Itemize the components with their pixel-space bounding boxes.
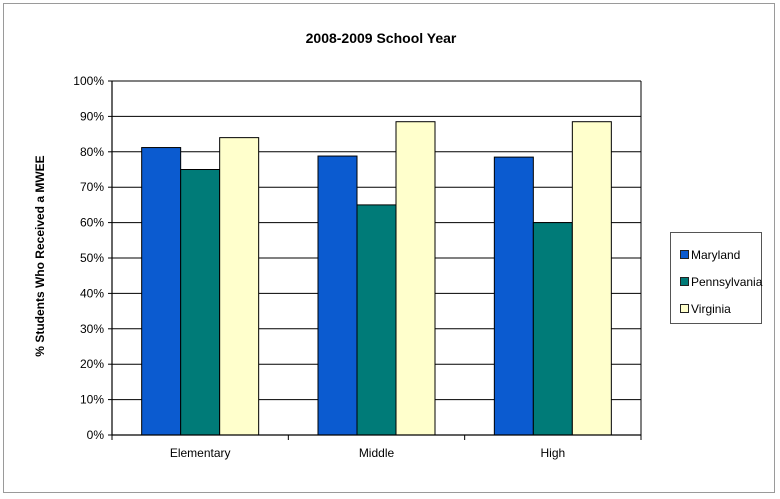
bar-pennsylvania-high xyxy=(532,222,573,436)
bars xyxy=(141,121,612,436)
bar-virginia-high xyxy=(571,121,612,436)
legend-label-maryland: Maryland xyxy=(691,247,741,262)
y-tick-label: 60% xyxy=(80,216,104,230)
legend-swatch-pennsylvania xyxy=(680,277,689,286)
y-tick-label: 30% xyxy=(80,322,104,336)
bar-maryland-high xyxy=(493,156,534,436)
bar-virginia-elementary xyxy=(219,137,260,436)
legend-swatch-maryland xyxy=(680,250,689,259)
legend-item-maryland: Maryland xyxy=(680,241,761,268)
x-tick-label: Elementary xyxy=(170,446,231,460)
legend-item-virginia: Virginia xyxy=(680,295,761,322)
legend: Maryland Pennsylvania Virginia xyxy=(670,232,762,324)
y-tick-label: 20% xyxy=(80,357,104,371)
x-axis-ticks: Elementary Middle High xyxy=(111,435,642,460)
y-axis-ticks: 0% 10% 20% 30% 40% 50% 60% 70% 80% 90% 100% xyxy=(73,74,112,442)
y-tick-label: 90% xyxy=(80,109,104,123)
bar-pennsylvania-middle xyxy=(356,204,397,436)
legend-label-virginia: Virginia xyxy=(691,301,731,316)
x-tick-label: High xyxy=(540,446,565,460)
y-tick-label: 0% xyxy=(87,428,105,442)
chart-title: 2008-2009 School Year xyxy=(306,30,457,46)
chart-frame: 2008-2009 School Year % Students Who Rec… xyxy=(3,3,775,493)
y-axis-label: % Students Who Received a MWEE xyxy=(33,155,47,356)
axes xyxy=(111,80,642,436)
bar-pennsylvania-elementary xyxy=(180,169,221,436)
bar-virginia-middle xyxy=(395,121,436,436)
y-tick-label: 70% xyxy=(80,180,104,194)
legend-swatch-virginia xyxy=(680,304,689,313)
y-tick-label: 100% xyxy=(73,74,104,88)
bar-maryland-middle xyxy=(317,155,358,436)
y-tick-label: 80% xyxy=(80,145,104,159)
legend-item-pennsylvania: Pennsylvania xyxy=(680,268,763,295)
bar-maryland-elementary xyxy=(141,147,182,436)
bar-chart: 2008-2009 School Year % Students Who Rec… xyxy=(33,30,642,460)
y-tick-label: 10% xyxy=(80,393,104,407)
y-tick-label: 40% xyxy=(80,286,104,300)
legend-label-pennsylvania: Pennsylvania xyxy=(691,274,763,289)
y-tick-label: 50% xyxy=(80,251,104,265)
x-tick-label: Middle xyxy=(359,446,395,460)
